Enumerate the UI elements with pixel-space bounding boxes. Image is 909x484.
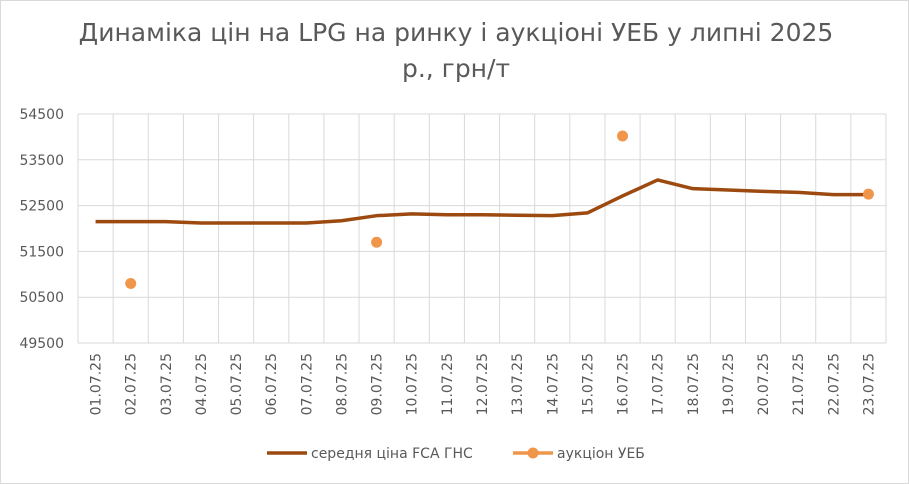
y-tick-label: 51500 <box>19 244 64 260</box>
x-tick-label: 20.07.25 <box>756 353 772 415</box>
y-tick-label: 53500 <box>19 153 64 169</box>
gridlines <box>77 113 887 344</box>
x-tick-label: 22.07.25 <box>826 353 842 415</box>
legend-item: аукціон УЕБ <box>513 446 645 462</box>
y-tick-label: 49500 <box>19 336 64 352</box>
x-tick-label: 16.07.25 <box>616 353 632 415</box>
chart-title-line-1: Динаміка цін на LPG на ринку і аукціоні … <box>78 18 834 47</box>
x-tick-label: 10.07.25 <box>405 353 421 415</box>
x-tick-label: 15.07.25 <box>580 353 596 415</box>
x-tick-label: 19.07.25 <box>721 353 737 415</box>
x-tick-label: 05.07.25 <box>229 353 245 415</box>
x-tick-label: 14.07.25 <box>545 353 561 415</box>
legend-label: аукціон УЕБ <box>557 446 645 462</box>
y-tick-label: 52500 <box>19 199 64 215</box>
x-tick-label: 11.07.25 <box>440 353 456 415</box>
legend-label: середня ціна FCA ГНС <box>311 446 473 462</box>
x-tick-label: 01.07.25 <box>89 353 105 415</box>
y-axis: 49500 50500 51500 52500 53500 54500 <box>19 107 64 352</box>
x-tick-label: 09.07.25 <box>370 353 386 415</box>
x-axis: 01.07.25 02.07.25 03.07.25 04.07.25 05.07.25… <box>89 353 878 415</box>
legend-item: середня ціна FCA ГНС <box>267 446 473 462</box>
x-tick-label: 06.07.25 <box>264 353 280 415</box>
series-point <box>371 236 383 248</box>
x-tick-label: 02.07.25 <box>124 353 140 415</box>
y-tick-label: 50500 <box>19 290 64 306</box>
legend: середня ціна FCA ГНС аукціон УЕБ <box>267 446 645 462</box>
x-tick-label: 18.07.25 <box>686 353 702 415</box>
plot-area <box>95 130 874 289</box>
x-tick-label: 12.07.25 <box>475 353 491 415</box>
x-tick-label: 07.07.25 <box>299 353 315 415</box>
x-tick-label: 21.07.25 <box>791 353 807 415</box>
series-line <box>95 178 869 225</box>
y-tick-label: 54500 <box>19 107 64 123</box>
legend-marker-swatch <box>527 447 539 459</box>
series-point <box>617 130 629 142</box>
x-tick-label: 03.07.25 <box>159 353 175 415</box>
x-tick-label: 04.07.25 <box>194 353 210 415</box>
x-tick-label: 13.07.25 <box>510 353 526 415</box>
x-tick-label: 23.07.25 <box>861 353 877 415</box>
chart-title-line-2: р., грн/т <box>401 54 511 83</box>
chart-title: Динаміка цін на LPG на ринку і аукціоні … <box>61 15 851 87</box>
series-point <box>862 188 874 200</box>
x-tick-label: 17.07.25 <box>651 353 667 415</box>
x-tick-label: 08.07.25 <box>334 353 350 415</box>
series-point <box>125 277 137 289</box>
